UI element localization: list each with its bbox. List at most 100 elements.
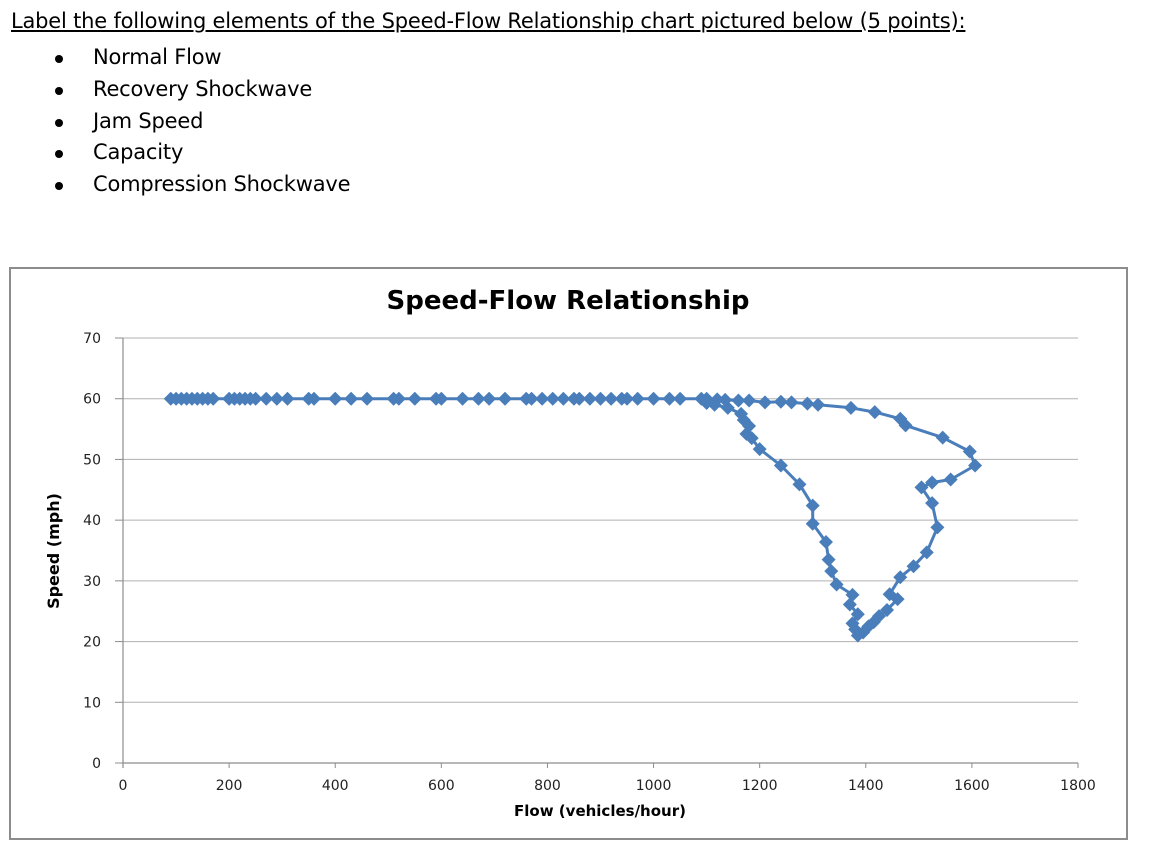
- x-tick-label: 600: [428, 778, 455, 794]
- diamond-marker-icon: [821, 552, 836, 567]
- x-axis-title: Flow (vehicles/hour): [514, 802, 686, 820]
- tick-labels: 0 10 20 30 40 50 60 70 0 200 400 600 800 1000 1200 1400…: [83, 331, 1096, 794]
- bullet-icon: [55, 86, 63, 95]
- x-tick-label: 200: [216, 778, 243, 794]
- diamond-marker-icon: [630, 391, 645, 406]
- series-line: [170, 397, 977, 637]
- diamond-marker-icon: [850, 607, 865, 622]
- label-list: Normal Flow Recovery Shockwave Jam Speed…: [0, 42, 351, 201]
- diamond-marker-icon: [718, 392, 733, 407]
- diamond-marker-icon: [792, 477, 807, 492]
- list-item: Compression Shockwave: [0, 169, 351, 201]
- diamond-marker-icon: [930, 520, 945, 535]
- diamond-marker-icon: [498, 391, 512, 406]
- diamond-marker-icon: [845, 587, 860, 602]
- diamond-marker-icon: [925, 475, 940, 490]
- list-item: Jam Speed: [0, 106, 350, 138]
- diamond-marker-icon: [914, 480, 929, 495]
- y-tick-label: 40: [83, 513, 101, 529]
- diamond-marker-icon: [757, 395, 772, 410]
- diamond-marker-icon: [880, 603, 894, 617]
- diamond-marker-icon: [620, 391, 635, 406]
- x-tick-label: 0: [119, 778, 128, 794]
- diamond-marker-icon: [572, 391, 587, 406]
- y-tick-label: 20: [83, 635, 101, 651]
- diamond-marker-icon: [407, 391, 422, 406]
- diamond-marker-icon: [919, 545, 934, 560]
- x-tick-label: 1800: [1060, 778, 1096, 794]
- list-item-label: Jam Speed: [93, 108, 204, 133]
- diamond-marker-icon: [843, 400, 858, 415]
- diamond-marker-icon: [893, 411, 908, 426]
- diamond-marker-icon: [925, 496, 940, 511]
- chart-title: Speed-Flow Relationship: [387, 286, 750, 316]
- diamond-marker-icon: [811, 397, 826, 412]
- x-tick-label: 800: [534, 778, 561, 794]
- data-series: [163, 391, 983, 643]
- diamond-marker-icon: [535, 391, 550, 406]
- diamond-marker-icon: [307, 391, 321, 406]
- diamond-marker-icon: [872, 609, 887, 624]
- diamond-marker-icon: [818, 535, 833, 549]
- list-item: Capacity: [0, 137, 350, 169]
- diamond-marker-icon: [471, 391, 486, 406]
- diamond-marker-icon: [662, 391, 677, 406]
- diamond-marker-icon: [259, 391, 274, 406]
- diamond-marker-icon: [784, 395, 799, 410]
- x-tick-label: 1400: [848, 778, 884, 794]
- diamond-marker-icon: [710, 392, 725, 407]
- list-item-label: Normal Flow: [93, 45, 222, 69]
- bullet-icon: [55, 118, 63, 127]
- diamond-marker-icon: [556, 391, 571, 406]
- list-item-label: Recovery Shockwave: [93, 76, 313, 101]
- axes: [115, 337, 1079, 768]
- diamond-marker-icon: [829, 577, 844, 592]
- diamond-marker-icon: [752, 442, 767, 457]
- y-tick-label: 60: [83, 392, 101, 408]
- diamond-marker-icon: [731, 393, 746, 408]
- diamond-marker-icon: [842, 597, 857, 612]
- diamond-marker-icon: [744, 431, 759, 446]
- x-tick-label: 1600: [954, 778, 990, 794]
- diamond-marker-icon: [482, 391, 497, 406]
- diamond-marker-icon: [344, 391, 359, 406]
- y-tick-label: 50: [83, 452, 101, 468]
- y-tick-label: 70: [83, 331, 101, 347]
- diamond-marker-icon: [805, 516, 820, 531]
- diamond-marker-icon: [800, 396, 815, 411]
- list-item-label: Capacity: [93, 140, 184, 165]
- bullet-icon: [55, 150, 63, 159]
- question-prompt: Label the following elements of the Spee…: [11, 9, 966, 33]
- diamond-marker-icon: [206, 391, 221, 406]
- diamond-marker-icon: [824, 564, 839, 579]
- diamond-marker-icon: [968, 458, 983, 473]
- diamond-marker-icon: [935, 430, 950, 445]
- diamond-marker-icon: [773, 458, 788, 473]
- y-tick-label: 0: [92, 756, 101, 772]
- diamond-marker-icon: [582, 391, 597, 406]
- diamond-marker-icon: [248, 391, 263, 406]
- x-tick-label: 1000: [636, 778, 672, 794]
- diamond-marker-icon: [943, 472, 958, 487]
- diamond-marker-icon: [280, 391, 295, 406]
- y-axis-title: Speed (mph): [44, 493, 63, 609]
- diamond-marker-icon: [360, 391, 375, 406]
- y-tick-label: 30: [83, 574, 101, 590]
- diamond-marker-icon: [699, 391, 714, 406]
- diamond-marker-icon: [604, 391, 619, 406]
- diamond-marker-icon: [882, 587, 897, 602]
- y-tick-label: 10: [83, 695, 101, 711]
- diamond-marker-icon: [773, 394, 788, 409]
- diamond-marker-icon: [391, 391, 406, 406]
- diamond-marker-icon: [906, 559, 921, 574]
- diamond-marker-icon: [545, 391, 560, 406]
- diamond-marker-icon: [646, 391, 661, 406]
- list-item: Normal Flow: [0, 42, 350, 74]
- diamond-marker-icon: [434, 391, 449, 406]
- list-item: Recovery Shockwave: [0, 74, 350, 106]
- chart-frame: [9, 267, 1128, 840]
- bullet-icon: [55, 182, 63, 191]
- diamond-marker-icon: [962, 444, 977, 459]
- diamond-marker-icon: [524, 391, 539, 406]
